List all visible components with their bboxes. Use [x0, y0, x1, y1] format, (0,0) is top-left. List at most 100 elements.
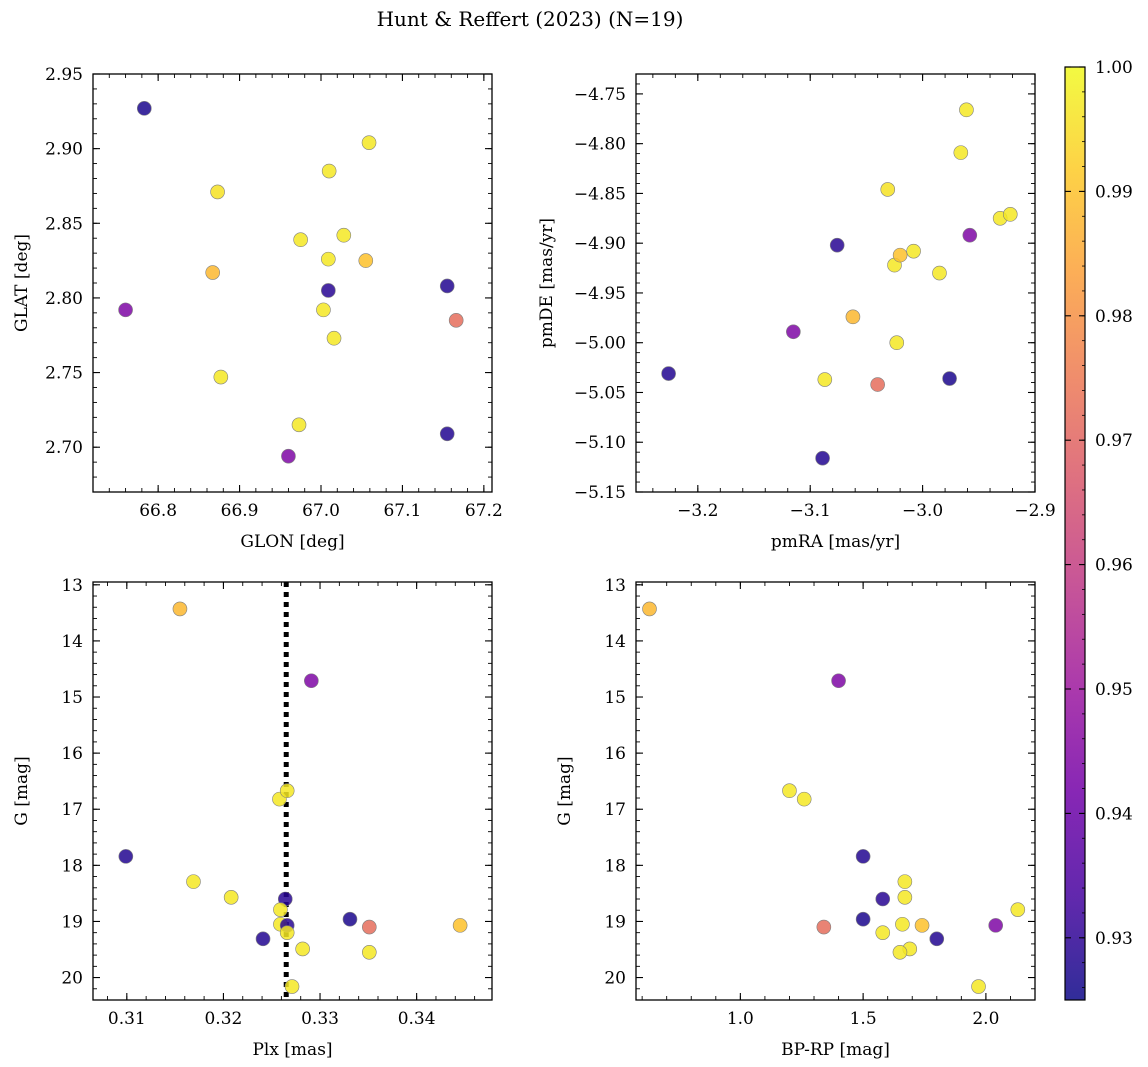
- scatter-point: [845, 309, 861, 325]
- axes-frame: [635, 581, 1036, 1001]
- scatter-point: [959, 102, 974, 118]
- scatter-point: [361, 135, 377, 150]
- scatter-point: [118, 302, 133, 318]
- y-tick-label: −4.85: [574, 184, 626, 204]
- y-tick-label: 18: [604, 856, 626, 876]
- y-tick-label: 13: [604, 576, 626, 596]
- colorbar: 0.93 0.94 0.95 0.96 0.97 0.98 0.99 1.00: [1064, 58, 1133, 1001]
- x-tick-label: −3.0: [902, 501, 943, 521]
- scatter-point: [829, 237, 845, 253]
- x-axis-label: GLON [deg]: [240, 532, 344, 552]
- scatter-point: [988, 918, 1004, 933]
- x-axis-label: Plx [mas]: [252, 1040, 332, 1060]
- y-tick-label: 20: [604, 969, 626, 989]
- scatter-point: [273, 902, 288, 917]
- colorbar-tick-label: 0.95: [1095, 680, 1133, 700]
- scatter-point: [831, 673, 846, 689]
- scatter-point: [118, 849, 134, 864]
- scatter-point: [796, 791, 812, 807]
- y-tick-label: 15: [604, 688, 626, 708]
- scatter-point: [304, 673, 319, 689]
- scatter-point: [971, 979, 986, 994]
- y-tick-label: 16: [604, 744, 626, 764]
- y-tick-label: 13: [61, 576, 83, 596]
- colorbar-tick-label: 1.00: [1095, 58, 1133, 78]
- scatter-point: [293, 232, 308, 248]
- scatter-point: [1010, 902, 1026, 917]
- scatter-point: [855, 849, 871, 864]
- scatter-point: [786, 324, 801, 340]
- x-axis-label: BP-RP [mag]: [781, 1040, 890, 1060]
- scatter-point: [875, 925, 891, 940]
- scatter-point: [321, 251, 336, 267]
- scatter-point: [880, 182, 896, 197]
- y-tick-label: 14: [604, 632, 626, 652]
- y-tick-label: −4.80: [574, 135, 626, 155]
- panel-bprp-g: 1.0 1.5 2.0 13 14 15 16 17 18 19 20 BP-RP [mag] G [m…: [555, 576, 1036, 1060]
- scatter-point: [452, 918, 468, 933]
- scatter-point: [1002, 207, 1018, 222]
- y-tick-label: 18: [61, 856, 83, 876]
- scatter-point: [321, 163, 337, 179]
- y-tick-label: 16: [61, 744, 83, 764]
- scatter-point: [223, 890, 239, 905]
- scatter-point: [316, 302, 331, 318]
- scatter-point: [942, 371, 957, 386]
- scatter-point: [279, 925, 295, 940]
- scatter-point: [342, 911, 358, 927]
- x-tick-label: 0.33: [301, 1009, 339, 1029]
- scatter-point: [932, 265, 947, 281]
- x-tick-label: 0.32: [204, 1009, 242, 1029]
- scatter-point: [362, 919, 377, 935]
- y-tick-label: −4.95: [574, 284, 626, 304]
- scatter-point: [255, 931, 271, 947]
- scatter-point: [291, 417, 307, 433]
- colorbar-tick-label: 0.94: [1095, 804, 1133, 824]
- scatter-point: [213, 369, 229, 385]
- scatter-point: [137, 101, 152, 116]
- x-tick-label: −3.1: [790, 501, 831, 521]
- scatter-point: [205, 265, 220, 280]
- scatter-point: [870, 377, 885, 392]
- scatter-point: [295, 941, 310, 957]
- y-tick-label: 2.95: [45, 65, 83, 85]
- panel-glon-glat: 66.8 66.9 67.0 67.1 67.2 2.70 2.75 2.80 2.85 2.90…: [12, 65, 503, 552]
- x-tick-label: 1.5: [850, 1009, 877, 1029]
- scatter-point: [439, 278, 455, 294]
- y-tick-label: 17: [61, 800, 83, 820]
- x-tick-label: −3.2: [677, 501, 718, 521]
- scatter-point: [281, 448, 296, 464]
- scatter-point: [661, 366, 676, 381]
- scatter-point: [897, 874, 913, 889]
- y-tick-label: 2.90: [45, 140, 83, 160]
- scatter-point: [782, 783, 797, 799]
- y-tick-label: 2.80: [45, 289, 83, 309]
- y-tick-label: 19: [61, 912, 83, 932]
- x-tick-label: −2.9: [1014, 501, 1055, 521]
- scatter-point: [897, 890, 913, 905]
- y-tick-label: 2.70: [45, 438, 83, 458]
- scatter-point: [817, 372, 833, 387]
- y-tick-label: 14: [61, 632, 83, 652]
- x-tick-label: 66.9: [221, 501, 259, 521]
- plot-area: [661, 102, 1018, 466]
- colorbar-tick-label: 0.96: [1095, 556, 1133, 576]
- y-tick-label: 19: [604, 912, 626, 932]
- y-tick-label: −4.90: [574, 234, 626, 254]
- colorbar-tick-label: 0.99: [1095, 182, 1133, 202]
- x-axis-label: pmRA [mas/yr]: [771, 532, 900, 552]
- colorbar-tick-label: 0.93: [1095, 929, 1133, 949]
- figure-title: Hunt & Reffert (2023) (N=19): [377, 7, 684, 31]
- y-tick-label: 15: [61, 688, 83, 708]
- axes-frame: [92, 73, 493, 493]
- x-tick-label: 66.8: [139, 501, 177, 521]
- x-tick-label: 0.31: [108, 1009, 146, 1029]
- scatter-point: [953, 145, 969, 160]
- plot-area: [118, 101, 464, 464]
- scatter-point: [892, 247, 908, 263]
- y-tick-label: −5.00: [574, 334, 626, 354]
- axes-frame: [92, 581, 493, 1001]
- x-tick-label: 67.2: [465, 501, 503, 521]
- scatter-point: [210, 184, 225, 200]
